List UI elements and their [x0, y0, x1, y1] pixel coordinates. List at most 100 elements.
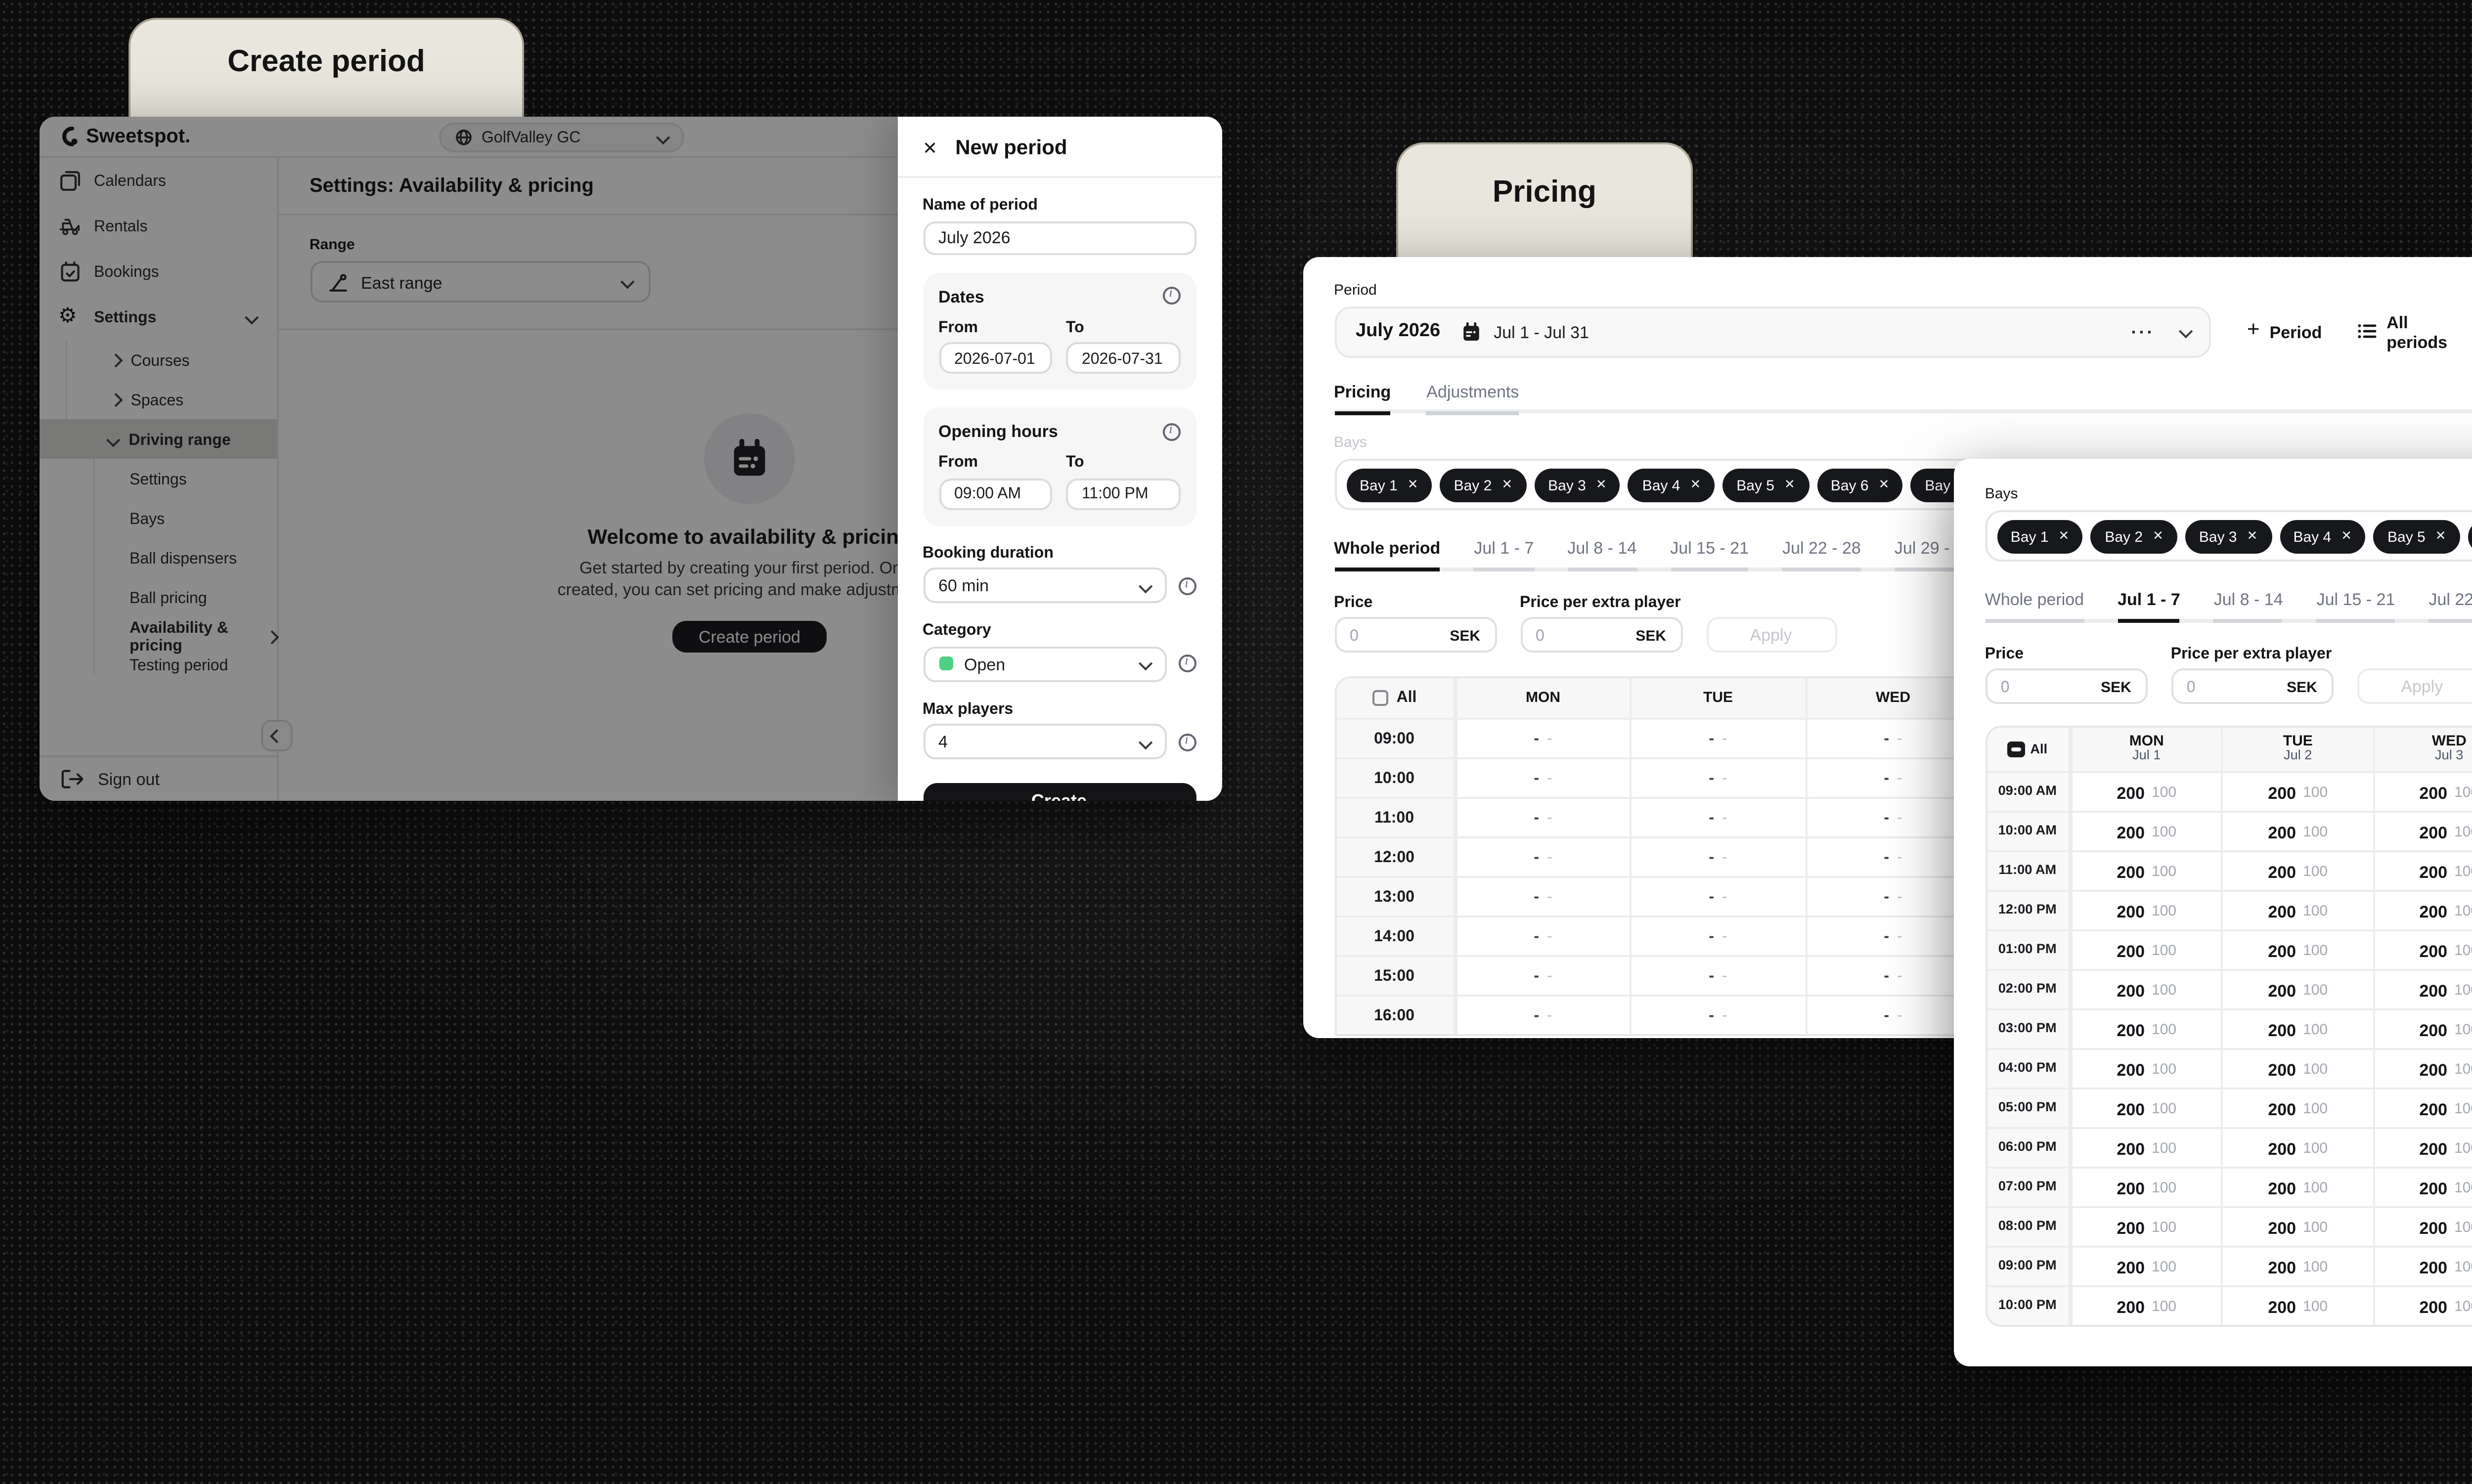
price-cell[interactable]: -- [1455, 837, 1630, 875]
sidebar-item-settings[interactable]: ⚙ Settings [39, 295, 276, 340]
sidebar-item-courses[interactable]: Courses [64, 340, 276, 380]
category-select[interactable]: Open [923, 646, 1166, 681]
bay-chip[interactable]: Bay 6✕ [1816, 468, 1903, 501]
subtab-jul-15-21[interactable]: Jul 15 - 21 [2316, 589, 2395, 623]
price-cell[interactable]: -- [1805, 719, 1980, 756]
apply-button-disabled[interactable]: Apply [2356, 668, 2472, 704]
hours-from-input[interactable]: 09:00 AM [938, 478, 1052, 509]
bay-chip[interactable]: Bay 3 ✕ [2185, 519, 2272, 553]
remove-chip-icon[interactable]: ✕ [2341, 530, 2352, 544]
info-icon[interactable]: i [1178, 576, 1195, 594]
price-cell[interactable]: -- [1805, 877, 1980, 915]
remove-chip-icon[interactable]: ✕ [1407, 479, 1418, 492]
price-cell[interactable]: -- [1805, 798, 1980, 835]
checkbox-indeterminate-icon[interactable] [2007, 741, 2025, 758]
range-select[interactable]: East range [309, 261, 650, 303]
price-cell[interactable]: -- [1805, 837, 1980, 875]
price-cell[interactable]: -- [1630, 758, 1805, 796]
subtab-jul-8-14[interactable]: Jul 8 - 14 [2213, 589, 2283, 623]
remove-chip-icon[interactable]: ✕ [1501, 479, 1513, 492]
date-from-input[interactable]: 2026-07-01 [938, 342, 1052, 374]
subtab-whole-period[interactable]: Whole period [1985, 589, 2084, 623]
price-cell[interactable]: -- [1455, 758, 1630, 796]
info-icon[interactable]: i [1178, 733, 1195, 750]
sidebar-item-ball-dispensers[interactable]: Ball dispensers [92, 538, 276, 577]
period-name-input[interactable]: July 2026 [923, 220, 1195, 254]
sidebar-item-calendars[interactable]: Calendars [39, 158, 276, 204]
price-cell[interactable]: -- [1630, 719, 1805, 756]
price-cell[interactable]: -- [1630, 956, 1805, 994]
bay-chip[interactable]: Bay 6✕ [2468, 519, 2472, 553]
bay-chip[interactable]: Bay 4 ✕ [2279, 519, 2366, 553]
subtab-jul-1-7[interactable]: Jul 1 - 7 [2118, 589, 2180, 623]
apply-button-disabled[interactable]: Apply [1706, 617, 1836, 653]
more-options-icon[interactable]: ··· [2131, 321, 2155, 341]
remove-chip-icon[interactable]: ✕ [2058, 530, 2070, 544]
price-cell[interactable]: -- [1630, 877, 1805, 915]
max-players-select[interactable]: 4 [923, 724, 1166, 759]
remove-chip-icon[interactable]: ✕ [2435, 530, 2446, 544]
bay-chip[interactable]: Bay 5 ✕ [1722, 468, 1809, 501]
sidebar-item-driving-range[interactable]: Driving range [39, 419, 276, 459]
price-cell[interactable]: -- [1455, 996, 1630, 1033]
club-selector[interactable]: GolfValley GC [438, 122, 683, 152]
subtab-jul-1-7[interactable]: Jul 1 - 7 [1474, 538, 1534, 571]
sidebar-item-rentals[interactable]: Rentals [39, 204, 276, 249]
remove-chip-icon[interactable]: ✕ [2153, 530, 2163, 544]
price-cell[interactable]: -- [1455, 719, 1630, 756]
info-icon[interactable]: i [1162, 422, 1180, 440]
price-cell[interactable]: -- [1455, 956, 1630, 994]
remove-chip-icon[interactable]: ✕ [1690, 479, 1701, 492]
period-field[interactable]: July 2026 Jul 1 - Jul 31 ··· [1334, 306, 2211, 357]
sign-out-button[interactable]: Sign out [39, 755, 276, 801]
sidebar-collapse-button[interactable] [260, 720, 292, 751]
price-cell[interactable]: -- [1630, 837, 1805, 875]
sidebar-item-dr-bays[interactable]: Bays [92, 498, 276, 538]
info-icon[interactable]: i [1178, 655, 1195, 672]
price-cell[interactable]: -- [1805, 956, 1980, 994]
sidebar-item-availability-pricing[interactable]: Availability & pricing [92, 617, 278, 656]
bays-multiselect[interactable]: Bay 1 ✕ Bay 2 ✕ Bay 3 ✕ Bay 4 ✕ Bay 5 ✕ Bay 6✕ Bay … [1985, 510, 2472, 562]
subtab-whole-period[interactable]: Whole period [1334, 538, 1441, 571]
subtab-jul-22-28[interactable]: Jul 22 - 28 [2428, 589, 2472, 623]
price-cell[interactable]: -- [1805, 917, 1980, 954]
price-cell[interactable]: -- [1630, 917, 1805, 954]
chevron-down-icon[interactable] [2178, 325, 2192, 338]
hours-to-input[interactable]: 11:00 PM [1066, 478, 1180, 509]
checkbox-unchecked-icon[interactable] [1371, 689, 1389, 706]
price-input[interactable]: 0 SEK [1334, 617, 1496, 653]
bay-chip[interactable]: Bay 4 ✕ [1628, 468, 1715, 501]
price-cell[interactable]: -- [1805, 996, 1980, 1033]
bay-chip[interactable]: Bay 2 ✕ [1440, 468, 1527, 501]
price-cell[interactable]: -- [1455, 877, 1630, 915]
tab-pricing[interactable]: Pricing [1334, 381, 1391, 414]
sidebar-item-testing-period[interactable]: Testing period [92, 656, 276, 674]
